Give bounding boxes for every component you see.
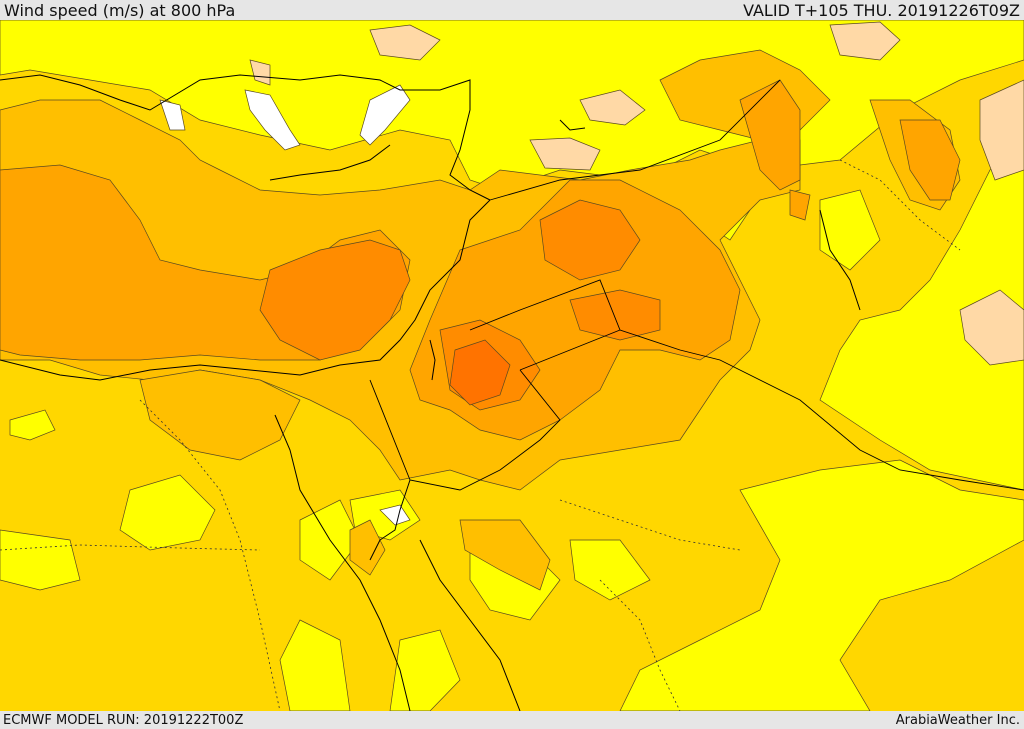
map-header: Wind speed (m/s) at 800 hPa VALID T+105 …: [0, 0, 1024, 20]
valid-time: VALID T+105 THU. 20191226T09Z: [743, 0, 1020, 20]
map-title: Wind speed (m/s) at 800 hPa: [4, 0, 236, 20]
credit: ArabiaWeather Inc.: [895, 712, 1020, 728]
map-canvas: [0, 20, 1024, 711]
model-run: ECMWF MODEL RUN: 20191222T00Z: [3, 712, 244, 728]
coastlines: [0, 74, 861, 711]
tan-regions: [249, 21, 1024, 366]
borders: [369, 79, 1024, 491]
white-regions: [159, 84, 411, 526]
admin-boundaries: [0, 159, 961, 711]
map-footer: ECMWF MODEL RUN: 20191222T00Z ArabiaWeat…: [0, 711, 1024, 729]
wind-speed-map: [0, 20, 1024, 711]
deep-orange-core: [449, 339, 511, 406]
